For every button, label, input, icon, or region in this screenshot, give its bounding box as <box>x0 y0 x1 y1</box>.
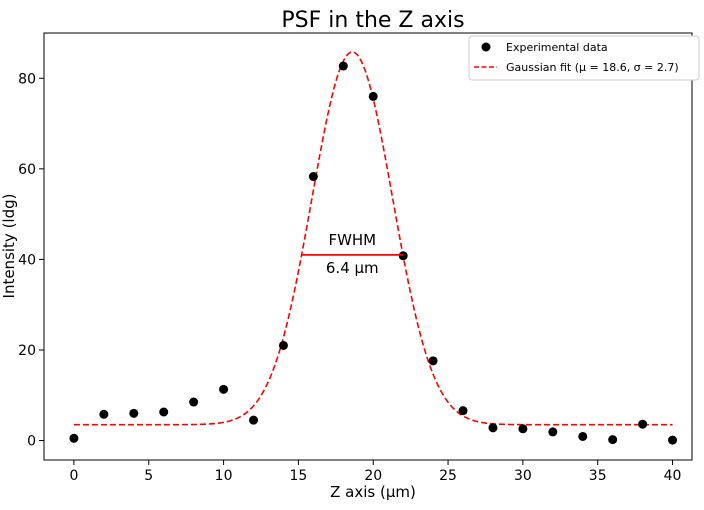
legend-label-fit: Gaussian fit (μ = 18.6, σ = 2.7) <box>506 61 679 74</box>
data-point <box>129 408 139 418</box>
data-point <box>99 409 109 419</box>
y-tick-label: 60 <box>18 162 36 178</box>
x-tick-label: 10 <box>215 468 233 484</box>
x-tick-label: 15 <box>289 468 307 484</box>
data-point <box>278 340 288 350</box>
data-point <box>638 419 648 429</box>
legend-label-experimental: Experimental data <box>506 41 608 54</box>
data-point <box>548 427 558 437</box>
data-point <box>69 433 79 443</box>
data-point <box>428 356 438 366</box>
y-tick-label: 40 <box>18 252 36 268</box>
legend-marker-experimental <box>481 42 491 52</box>
gaussian-fit-line <box>73 51 673 426</box>
x-tick-label: 40 <box>664 468 682 484</box>
data-point <box>219 384 229 394</box>
data-point <box>518 424 528 434</box>
experimental-data-points <box>69 61 678 445</box>
data-point <box>578 431 588 441</box>
x-tick-label: 35 <box>589 468 607 484</box>
fwhm-value-label: 6.4 µm <box>326 259 379 277</box>
fwhm-label: FWHM <box>328 231 376 249</box>
data-point <box>398 251 408 261</box>
legend: Experimental data Gaussian fit (μ = 18.6… <box>468 35 700 81</box>
legend-box <box>468 35 700 81</box>
x-tick-label: 0 <box>69 468 78 484</box>
x-axis-ticks: 0 5 10 15 20 25 30 35 40 <box>69 460 681 484</box>
chart-title: PSF in the Z axis <box>281 8 464 33</box>
x-axis-label: Z axis (µm) <box>330 483 416 501</box>
y-tick-label: 80 <box>18 71 36 87</box>
x-tick-label: 30 <box>514 468 532 484</box>
plot-frame <box>43 32 693 461</box>
y-axis-ticks: 0 20 40 60 80 <box>18 71 44 450</box>
data-point <box>458 406 468 416</box>
y-tick-label: 0 <box>27 434 36 450</box>
y-axis-label: Intensity (ldg) <box>0 194 18 299</box>
data-point <box>608 435 618 445</box>
data-point <box>668 435 678 445</box>
data-point <box>488 423 498 433</box>
data-point <box>189 397 199 407</box>
x-tick-label: 25 <box>439 468 457 484</box>
data-point <box>368 91 378 101</box>
data-point <box>249 415 259 425</box>
data-point <box>338 61 348 71</box>
y-tick-label: 20 <box>18 343 36 359</box>
x-tick-label: 20 <box>364 468 382 484</box>
data-point <box>308 172 318 182</box>
data-point <box>159 407 169 417</box>
x-tick-label: 5 <box>144 468 153 484</box>
